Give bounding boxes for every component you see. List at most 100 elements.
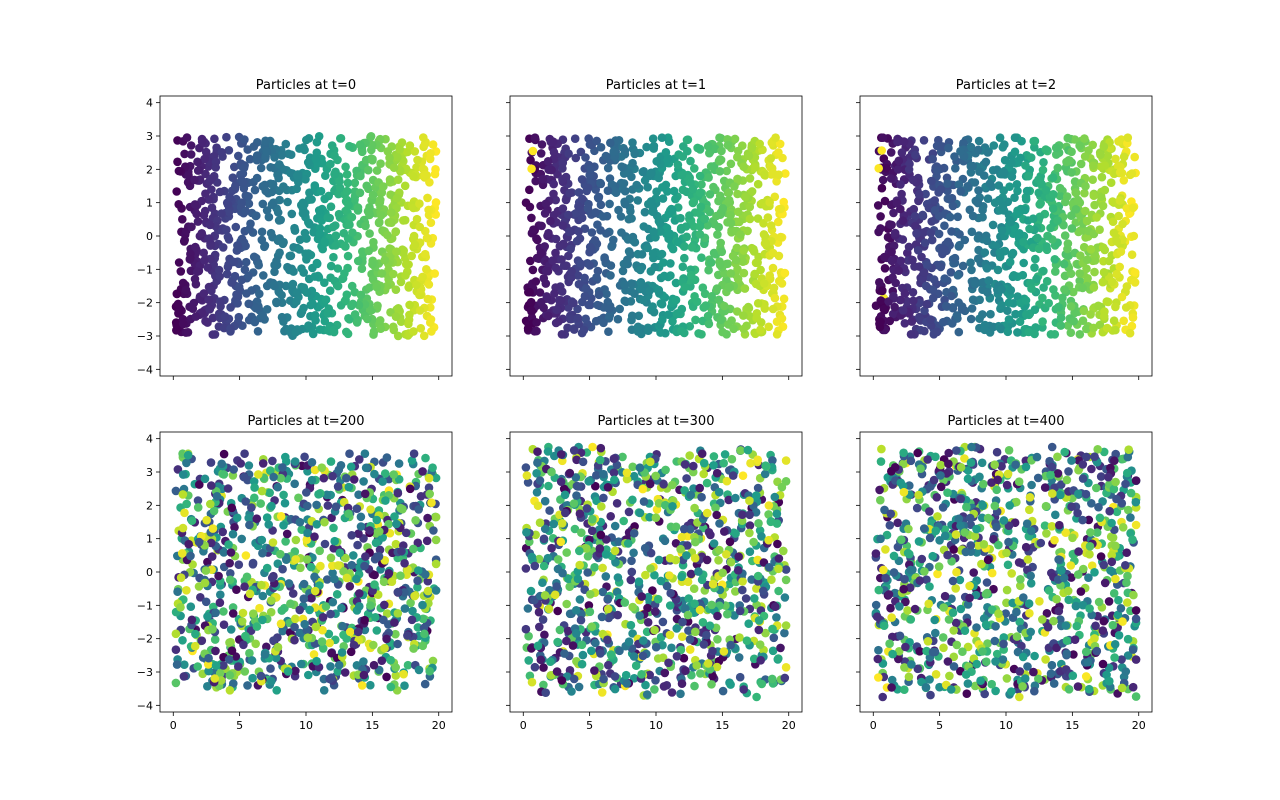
data-point: [628, 138, 637, 147]
data-point: [687, 670, 696, 680]
data-point: [671, 539, 681, 548]
data-point: [290, 479, 300, 489]
data-point: [257, 227, 267, 237]
data-point: [329, 523, 338, 533]
data-point: [753, 179, 763, 189]
points-group: [521, 442, 791, 702]
data-point: [574, 227, 583, 236]
data-point: [342, 186, 352, 196]
data-point: [302, 488, 311, 497]
data-point: [599, 469, 608, 479]
data-point: [1069, 316, 1078, 326]
data-point: [179, 672, 189, 681]
data-point: [698, 283, 708, 293]
data-point: [428, 656, 438, 666]
data-point: [586, 164, 595, 174]
data-point: [557, 287, 567, 296]
data-point: [652, 157, 661, 166]
data-point: [703, 141, 713, 151]
data-point: [415, 222, 425, 232]
data-point: [771, 133, 780, 142]
data-point: [553, 606, 562, 616]
data-point: [555, 625, 565, 635]
data-point: [335, 177, 344, 186]
data-point: [595, 544, 605, 553]
data-point: [241, 497, 250, 506]
data-point: [919, 136, 929, 145]
data-point: [878, 286, 887, 295]
data-point: [382, 672, 391, 682]
data-point: [202, 515, 211, 525]
data-point: [945, 212, 955, 222]
data-point: [757, 532, 766, 541]
data-point: [1075, 269, 1084, 278]
data-point: [1033, 233, 1042, 243]
data-point: [178, 470, 188, 479]
data-point: [348, 228, 357, 237]
data-point: [212, 492, 222, 501]
data-point: [408, 606, 417, 616]
data-point: [1005, 257, 1015, 267]
data-point: [356, 512, 366, 522]
data-point: [222, 132, 231, 142]
data-point: [318, 625, 327, 635]
data-point: [623, 255, 632, 265]
data-point: [1048, 204, 1058, 213]
data-point: [646, 457, 655, 467]
data-point: [174, 258, 184, 267]
data-point: [249, 609, 258, 618]
data-point: [252, 622, 262, 631]
data-point: [534, 554, 544, 564]
x-tick-label: 20: [432, 719, 446, 732]
data-point: [581, 284, 591, 293]
data-point: [722, 476, 732, 486]
data-point: [699, 469, 708, 479]
data-point: [745, 547, 755, 556]
data-point: [1099, 268, 1109, 277]
data-point: [890, 228, 900, 238]
x-tick-label: 10: [299, 719, 313, 732]
data-point: [418, 272, 427, 282]
data-point: [322, 575, 332, 584]
data-point: [568, 641, 578, 650]
data-point: [231, 181, 240, 191]
data-point: [1048, 173, 1058, 182]
data-point: [1125, 328, 1135, 338]
data-point: [604, 613, 613, 623]
data-point: [336, 134, 345, 143]
data-point: [996, 324, 1006, 334]
data-point: [1028, 214, 1038, 223]
data-point: [739, 685, 748, 694]
data-point: [663, 154, 673, 163]
data-point: [217, 148, 227, 157]
data-point: [1041, 145, 1051, 154]
data-point: [554, 317, 563, 326]
data-point: [627, 172, 636, 182]
data-point: [250, 493, 259, 503]
data-point: [941, 301, 951, 311]
data-point: [284, 579, 294, 588]
data-point: [252, 173, 262, 183]
data-point: [274, 216, 284, 225]
data-point: [712, 468, 722, 478]
data-point: [227, 278, 236, 287]
data-point: [386, 682, 396, 692]
data-point: [312, 258, 322, 268]
data-point: [236, 459, 245, 468]
data-point: [208, 524, 218, 533]
data-point: [311, 622, 321, 632]
data-point: [584, 477, 593, 486]
data-point: [573, 304, 582, 314]
data-point: [577, 175, 587, 184]
data-point: [319, 686, 329, 695]
data-point: [1117, 292, 1127, 302]
data-point: [953, 212, 962, 222]
data-point: [555, 241, 565, 251]
data-point: [334, 209, 344, 219]
data-point: [703, 659, 713, 668]
data-point: [326, 553, 336, 563]
data-point: [768, 169, 777, 178]
data-point: [192, 209, 201, 219]
data-point: [1104, 256, 1114, 266]
